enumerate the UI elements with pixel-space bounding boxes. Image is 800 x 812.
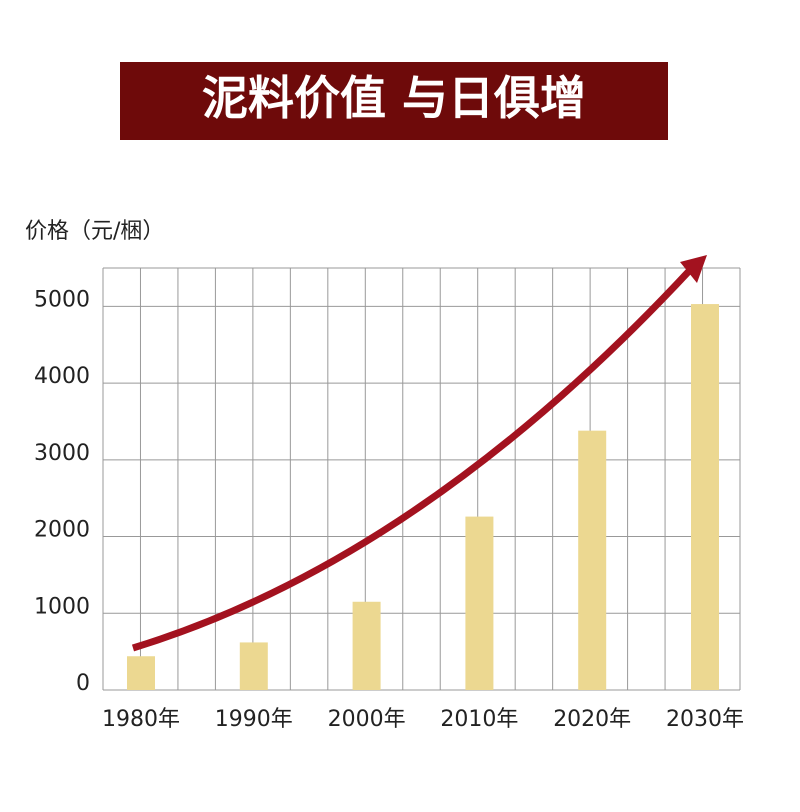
x-tick-label: 2020年 (553, 707, 631, 732)
bar (578, 430, 607, 690)
x-tick-label: 1990年 (215, 707, 293, 732)
bar (127, 656, 155, 690)
trend-arrowhead (680, 255, 707, 283)
bar (691, 304, 719, 690)
title-banner (120, 62, 668, 140)
x-tick-label: 2010年 (440, 707, 518, 732)
y-tick-label: 2000 (34, 518, 90, 543)
x-tick-label: 2030年 (666, 707, 744, 732)
bar (352, 601, 381, 690)
chart-title: 泥料价值 与日俱增 (202, 71, 586, 125)
y-tick-label: 5000 (34, 287, 90, 312)
x-tick-label: 1980年 (102, 707, 180, 732)
y-tick-label: 4000 (34, 364, 90, 389)
y-tick-label: 0 (76, 671, 90, 696)
y-tick-label: 3000 (34, 441, 90, 466)
bar (465, 516, 494, 690)
y-axis-label: 价格（元/梱） (25, 219, 164, 244)
x-tick-label: 2000年 (328, 707, 406, 732)
y-tick-label: 1000 (34, 594, 90, 619)
trend-arrow (131, 267, 693, 652)
bar (239, 642, 268, 690)
